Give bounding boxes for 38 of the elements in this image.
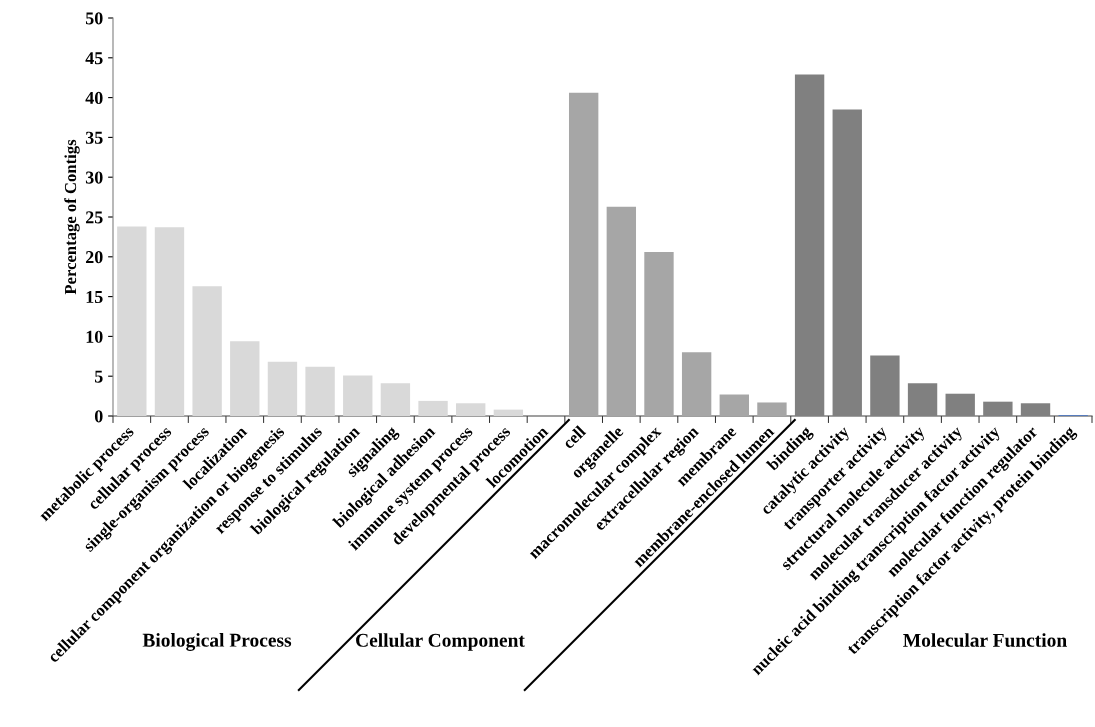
- bar: [568, 92, 599, 416]
- text: Cellular Component: [356, 633, 525, 651]
- bar: [1020, 403, 1051, 416]
- y-tick-label: 30: [85, 171, 103, 184]
- bar: [192, 286, 222, 416]
- text: Biological Process: [142, 633, 292, 651]
- y-tick-label: 35: [85, 131, 103, 144]
- bar: [832, 109, 862, 416]
- bar: [945, 393, 975, 416]
- y-tick-label: 25: [85, 211, 103, 224]
- y-tick-label: 10: [86, 330, 103, 343]
- bar: [907, 383, 938, 416]
- y-tick-label: 45: [85, 52, 103, 65]
- bar: [380, 383, 411, 416]
- bar: [870, 355, 900, 416]
- y-axis-title: Percentage of Contigs: [64, 139, 80, 295]
- bar: [305, 366, 335, 416]
- bar: [343, 375, 373, 416]
- y-tick-label: 15: [86, 290, 103, 304]
- y-tick-label: 5: [94, 370, 103, 383]
- bar: [456, 403, 486, 416]
- bar: [117, 226, 147, 416]
- bar: [418, 400, 448, 416]
- bar: [267, 361, 298, 416]
- y-tick-label: 40: [85, 91, 103, 105]
- bar: [606, 206, 637, 416]
- bar: [644, 252, 674, 416]
- bar: [681, 352, 712, 416]
- y-tick-label: 20: [85, 251, 103, 264]
- y-tick-label: 0: [94, 410, 103, 423]
- bar: [719, 394, 749, 416]
- bar: [794, 74, 825, 416]
- bar: [757, 402, 787, 416]
- bar: [493, 409, 524, 416]
- bar: [154, 227, 185, 416]
- y-tick-label: 50: [85, 12, 103, 25]
- bar: [230, 341, 260, 416]
- bar: [983, 401, 1013, 416]
